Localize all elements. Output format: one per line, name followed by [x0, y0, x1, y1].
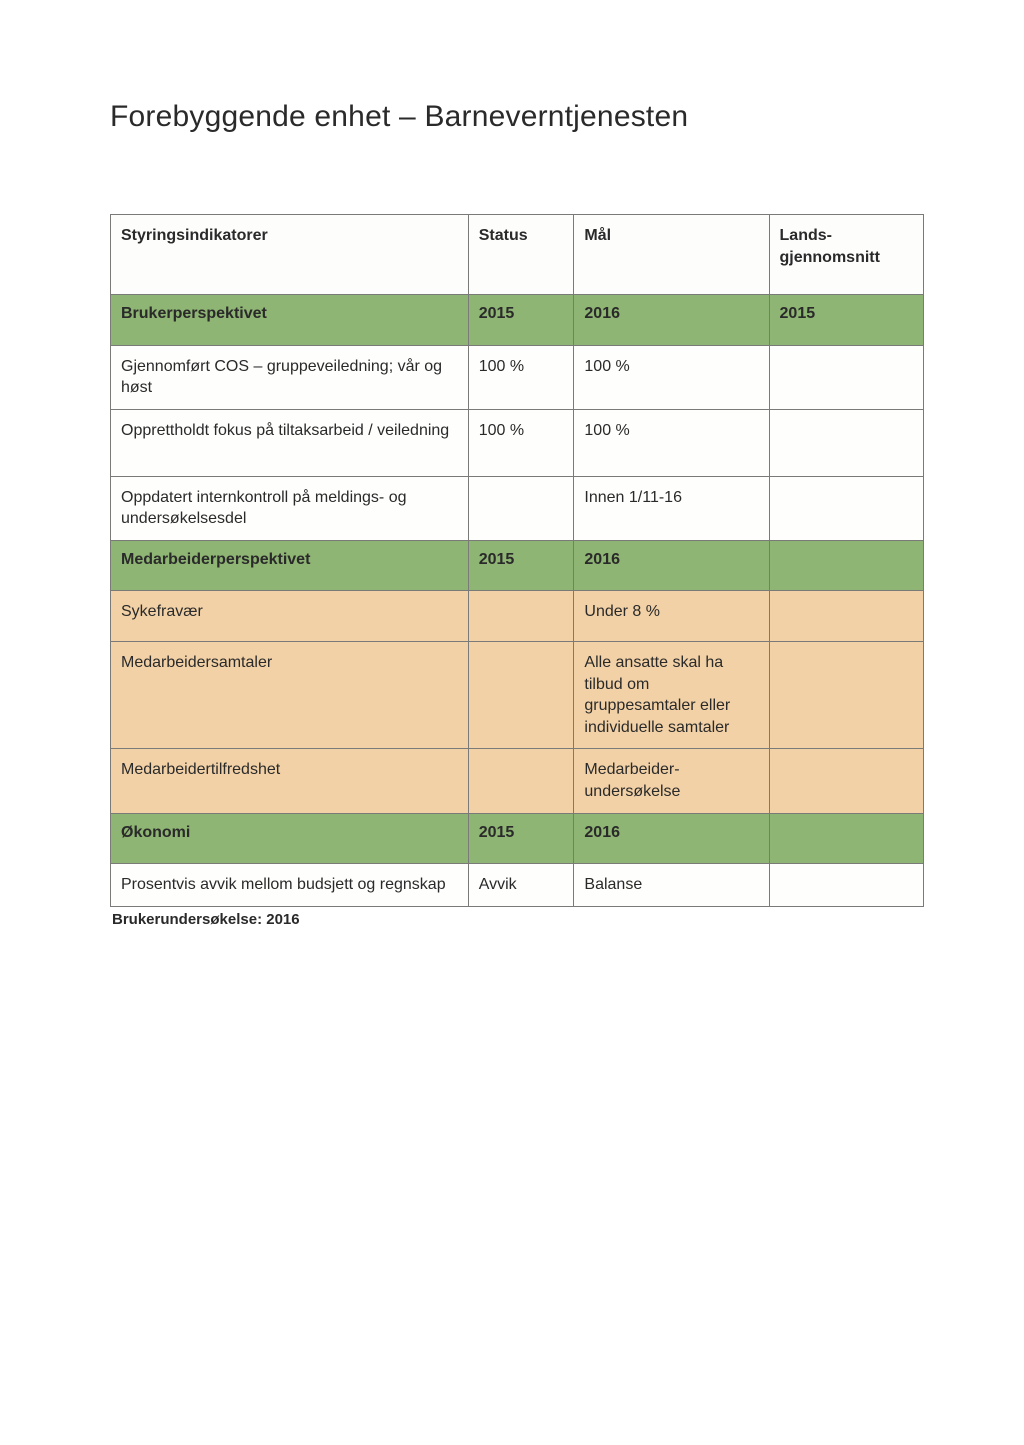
cell-lands: [769, 345, 923, 409]
section-mal: 2016: [574, 540, 769, 591]
section-lands: [769, 540, 923, 591]
cell-status: [468, 641, 574, 748]
cell-lands: [769, 476, 923, 540]
section-lands: 2015: [769, 295, 923, 346]
cell-mal: 100 %: [574, 409, 769, 476]
table-row: Medarbeidertilfredshet Medarbeider-under…: [111, 749, 924, 813]
table-row: Opprettholdt fokus på tiltaksarbeid / ve…: [111, 409, 924, 476]
section-mal: 2016: [574, 295, 769, 346]
section-okonomi: Økonomi 2015 2016: [111, 813, 924, 864]
cell-mal: Medarbeider-undersøkelse: [574, 749, 769, 813]
section-label: Økonomi: [111, 813, 469, 864]
cell-label: Medarbeidertilfredshet: [111, 749, 469, 813]
cell-label: Medarbeidersamtaler: [111, 641, 469, 748]
cell-lands: [769, 749, 923, 813]
cell-lands: [769, 641, 923, 748]
cell-label: Oppdatert internkontroll på meldings- og…: [111, 476, 469, 540]
cell-status: 100 %: [468, 409, 574, 476]
table-row: Medarbeidersamtaler Alle ansatte skal ha…: [111, 641, 924, 748]
cell-lands: [769, 591, 923, 642]
page-title: Forebyggende enhet – Barneverntjenesten: [110, 100, 924, 134]
section-status: 2015: [468, 540, 574, 591]
col-header-lands: Lands- gjennomsnitt: [769, 215, 923, 295]
cell-mal: Balanse: [574, 864, 769, 907]
col-header-indikator: Styringsindikatorer: [111, 215, 469, 295]
section-label: Brukerperspektivet: [111, 295, 469, 346]
table-row: Prosentvis avvik mellom budsjett og regn…: [111, 864, 924, 907]
indicator-table: Styringsindikatorer Status Mål Lands- gj…: [110, 214, 924, 907]
cell-status: [468, 749, 574, 813]
cell-mal: 100 %: [574, 345, 769, 409]
col-header-status: Status: [468, 215, 574, 295]
cell-status: 100 %: [468, 345, 574, 409]
cell-lands: [769, 864, 923, 907]
section-mal: 2016: [574, 813, 769, 864]
cell-status: [468, 476, 574, 540]
cell-label: Prosentvis avvik mellom budsjett og regn…: [111, 864, 469, 907]
cell-mal: Alle ansatte skal ha tilbud om gruppesam…: [574, 641, 769, 748]
table-row: Sykefravær Under 8 %: [111, 591, 924, 642]
table-row: Oppdatert internkontroll på meldings- og…: [111, 476, 924, 540]
section-lands: [769, 813, 923, 864]
col-header-mal: Mål: [574, 215, 769, 295]
section-status: 2015: [468, 295, 574, 346]
cell-mal: Under 8 %: [574, 591, 769, 642]
section-label: Medarbeiderperspektivet: [111, 540, 469, 591]
table-header-row: Styringsindikatorer Status Mål Lands- gj…: [111, 215, 924, 295]
cell-status: Avvik: [468, 864, 574, 907]
cell-label: Opprettholdt fokus på tiltaksarbeid / ve…: [111, 409, 469, 476]
cell-lands: [769, 409, 923, 476]
section-medarbeiderperspektivet: Medarbeiderperspektivet 2015 2016: [111, 540, 924, 591]
section-brukerperspektivet: Brukerperspektivet 2015 2016 2015: [111, 295, 924, 346]
cell-label: Sykefravær: [111, 591, 469, 642]
document-page: Forebyggende enhet – Barneverntjenesten …: [0, 0, 1024, 1445]
cell-label: Gjennomført COS – gruppeveiledning; vår …: [111, 345, 469, 409]
table-row: Gjennomført COS – gruppeveiledning; vår …: [111, 345, 924, 409]
cell-status: [468, 591, 574, 642]
cell-mal: Innen 1/11-16: [574, 476, 769, 540]
table-caption: Brukerundersøkelse: 2016: [110, 911, 924, 928]
section-status: 2015: [468, 813, 574, 864]
